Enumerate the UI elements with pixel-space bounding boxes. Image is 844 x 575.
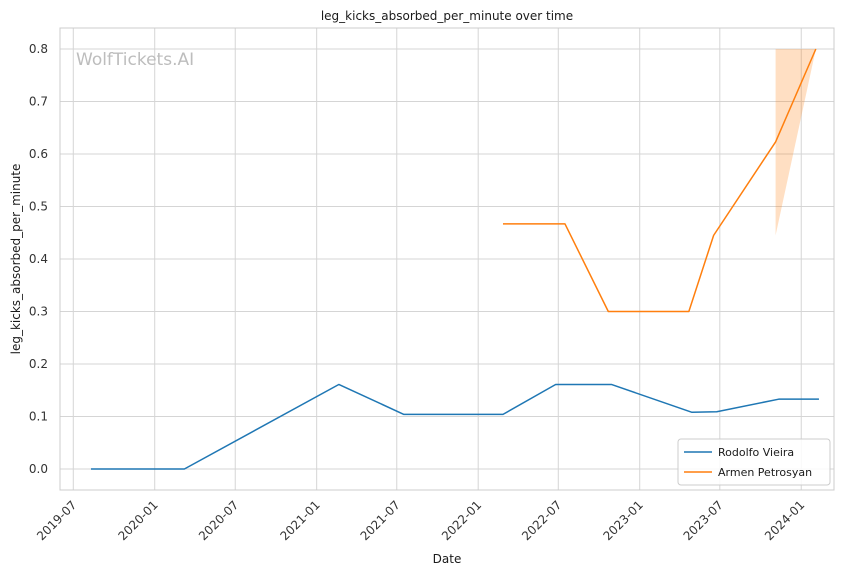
- legend: Rodolfo Vieira Armen Petrosyan: [677, 438, 831, 486]
- y-tick-label: 0.8: [29, 42, 48, 56]
- y-tick-label: 0.4: [29, 252, 48, 266]
- y-tick-label: 0.0: [29, 462, 48, 476]
- y-tick-label: 0.3: [29, 305, 48, 319]
- x-axis-label: Date: [433, 552, 462, 566]
- y-axis-label: leg_kicks_absorbed_per_minute: [9, 164, 23, 355]
- chart-title: leg_kicks_absorbed_per_minute over time: [321, 9, 573, 23]
- y-tick-label: 0.2: [29, 357, 48, 371]
- y-tick-label: 0.5: [29, 200, 48, 214]
- series-line: [90, 383, 819, 470]
- confidence-band: [775, 49, 816, 236]
- series-lines: [90, 48, 819, 470]
- y-tick-label: 0.1: [29, 410, 48, 424]
- y-tick-label: 0.6: [29, 147, 48, 161]
- y-tick-label: 0.7: [29, 95, 48, 109]
- watermark: WolfTickets.AI: [76, 50, 194, 70]
- confidence-bands: [775, 49, 816, 236]
- grid: [60, 28, 834, 490]
- legend-label: Armen Petrosyan: [718, 466, 812, 479]
- legend-box: [677, 438, 831, 486]
- series-line: [502, 48, 817, 313]
- plot-frame: [59, 27, 835, 491]
- y-tick-labels: 0.0 0.1 0.2 0.3 0.4 0.5 0.6 0.7 0.8: [29, 42, 48, 476]
- legend-label: Rodolfo Vieira: [718, 446, 794, 459]
